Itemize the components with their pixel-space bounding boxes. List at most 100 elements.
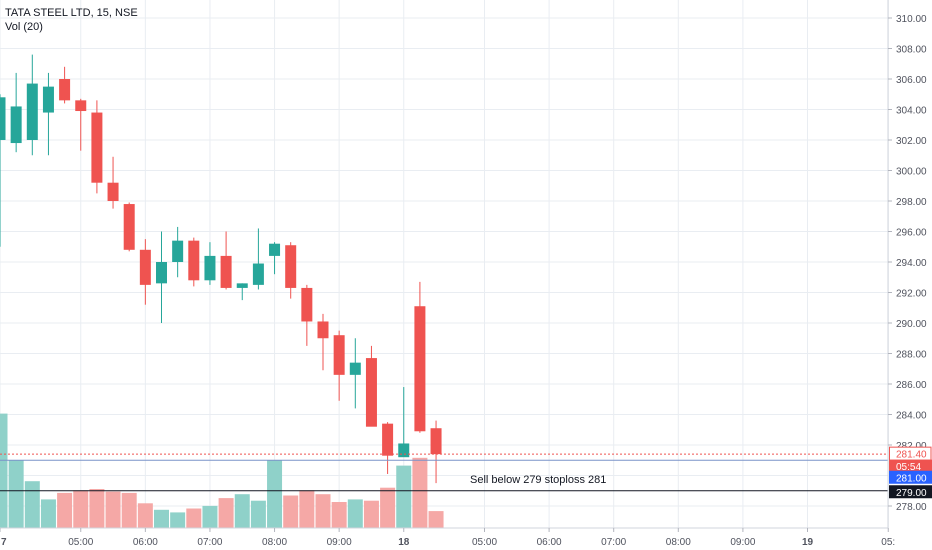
volume-bar [363,500,379,528]
time-tick-label: 06:00 [537,537,562,548]
volume-bar [283,495,299,528]
candle-body [10,106,22,144]
annotation-layer: Sell below 279 stoploss 281 [470,474,606,486]
candle-body [382,423,394,456]
volume-bar [73,490,89,528]
candle-body [26,83,38,140]
volume-bar [154,509,169,528]
line-281-label-text: 281.00 [896,473,927,484]
volume-bar [331,502,347,528]
price-tick-label: 278.00 [896,502,927,513]
volume-bar [24,481,40,528]
candle-body [156,262,167,284]
countdown-label-bg [889,459,932,473]
volume-bar [170,512,186,528]
candle-body [107,182,119,201]
candle-body [365,358,377,427]
volume-bar [202,505,218,528]
annotation-text: Sell below 279 stoploss 281 [470,474,606,486]
chart-header: TATA STEEL LTD, 15, NSE Vol (20) [5,6,138,34]
price-tick-label: 292.00 [896,289,927,300]
volume-bar [412,457,428,528]
candle-body [59,79,71,101]
candlestick-series [0,54,442,484]
candle-body [75,100,87,112]
candle-body [252,263,264,285]
volume-indicator-label[interactable]: Vol (20) [5,21,43,33]
price-tick-label: 294.00 [896,258,927,269]
candle-body [301,287,313,322]
volume-bar [250,500,266,528]
candle-body [139,249,151,285]
candle-body [398,443,410,458]
last-price-label-bg [889,447,932,461]
volume-bar [8,460,24,528]
candle-body [42,86,54,113]
horizontal-lines[interactable] [0,453,888,492]
volume-bar [234,494,250,528]
volume-bars [0,413,444,528]
time-tick-label: 05:00 [472,537,497,548]
last-price-label-text: 281.40 [896,450,927,461]
candle-body [317,321,329,339]
candle-body [236,283,248,288]
volume-bar [121,492,137,528]
time-tick-label: 06:00 [133,537,158,548]
volume-bar [186,508,202,528]
candle-body [349,362,361,375]
volume-bar [218,498,234,528]
candle-body [172,240,184,262]
price-tick-label: 304.00 [896,106,927,117]
volume-bar [299,490,315,528]
volume-bar [89,489,105,528]
time-tick-label: 7 [1,537,7,548]
price-tick-label: 288.00 [896,350,927,361]
symbol-title[interactable]: TATA STEEL LTD, 15, NSE [5,7,138,19]
price-tick-label: 308.00 [896,45,927,56]
candle-body [220,255,232,288]
candle-body [204,255,216,281]
line-279-label: 279.00 [889,485,932,499]
volume-bar [40,499,56,528]
countdown-label-text: 05:54 [896,462,921,473]
candle-body [333,335,345,375]
time-tick-label: 18 [398,537,410,548]
line-281-label: 281.00 [889,470,932,484]
time-tick-label: 07:00 [601,537,626,548]
line-281-label-bg [889,470,932,484]
volume-bar [428,511,444,528]
volume-bar [347,499,363,528]
price-tick-label: 282.00 [896,441,927,452]
time-tick-label: 05: [881,537,895,548]
candle-body [430,428,442,455]
volume-bar [0,413,8,528]
candle-body [414,306,426,432]
price-tick-label: 306.00 [896,75,927,86]
candle-body [0,97,6,140]
candle-body [269,243,281,256]
price-tick-label: 286.00 [896,380,927,391]
price-tick-label: 296.00 [896,228,927,239]
price-tick-label: 310.00 [896,14,927,25]
price-tick-label: 300.00 [896,167,927,178]
time-tick-label: 19 [802,537,814,548]
time-tick-label: 09:00 [730,537,755,548]
volume-bar [267,460,283,528]
price-tick-label: 302.00 [896,136,927,147]
grid-lines [0,0,889,528]
volume-bar [105,491,121,528]
price-axis[interactable]: 278.00 282.00 284.00 286.00 288.00 290.00 292.… [887,0,927,528]
price-tick-label: 284.00 [896,411,927,422]
candle-body [188,240,200,281]
time-axis[interactable]: 7 05:00 06:00 07:00 08:00 09:00 18 05:00 06:00 07… [0,527,895,548]
volume-bar [380,487,396,528]
last-price-label: 281.40 [889,447,932,461]
line-279-label-bg [889,485,932,499]
candle-body [123,204,135,250]
volume-bar [137,503,153,528]
line-279-label-text: 279.00 [896,488,927,499]
time-tick-label: 08:00 [666,537,691,548]
volume-bar [315,494,331,528]
